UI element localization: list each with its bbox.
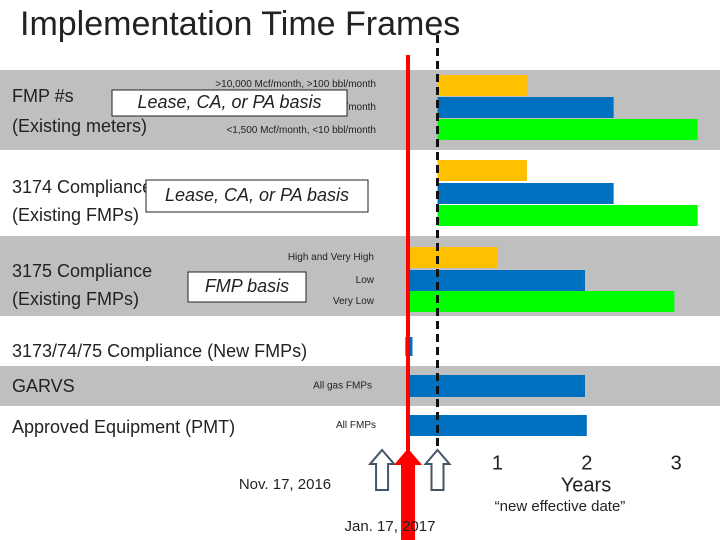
group-label: 3174 Compliance [12, 177, 152, 197]
basis-box [145, 179, 369, 213]
x-tick-label: 2 [581, 452, 592, 474]
bar-label: >10,000 Mcf/month, >100 bbl/month [215, 79, 376, 90]
basis-box [187, 271, 307, 303]
group-label: Approved Equipment (PMT) [12, 417, 235, 437]
marker-label: Nov. 17, 2016 [239, 476, 331, 493]
bar-label: Very Low [333, 296, 375, 307]
slide-title: Implementation Time Frames [20, 5, 460, 43]
marker-arrow [423, 448, 452, 491]
x-tick-label: 1 [492, 452, 503, 474]
bar-label: Low [356, 275, 375, 286]
bar-label: All FMPs [336, 420, 376, 431]
group-label: (Existing FMPs) [12, 205, 139, 225]
bar-label: <1,500 Mcf/month, <10 bbl/month [226, 125, 376, 136]
basis-label: Lease, CA, or PA basis [165, 185, 349, 205]
bar [437, 205, 698, 226]
bar [408, 247, 498, 268]
bar [408, 291, 675, 312]
marker-label: Jan. 17, 2017 [345, 518, 436, 535]
x-tick-label: 3 [671, 452, 682, 474]
x-axis-label: Years [561, 474, 611, 496]
basis-label: Lease, CA, or PA basis [137, 92, 321, 112]
group-label: FMP #s [12, 86, 74, 106]
bar [408, 270, 586, 291]
marker-arrow [393, 448, 423, 540]
bar [437, 183, 614, 204]
row-band [0, 366, 720, 406]
bar [437, 75, 527, 96]
bar-label: All gas FMPs [313, 381, 372, 392]
group-label: GARVS [12, 376, 75, 396]
group-label: (Existing meters) [12, 116, 147, 136]
bar-label: High and Very High [288, 252, 374, 263]
group-label: (Existing FMPs) [12, 289, 139, 309]
bar [437, 119, 698, 140]
basis-label: FMP basis [205, 276, 289, 296]
group-label: 3173/74/75 Compliance (New FMPs) [12, 341, 307, 361]
marker-arrow [367, 448, 397, 491]
bar [408, 415, 587, 436]
basis-box [111, 89, 348, 117]
bar [408, 375, 586, 397]
group-label: 3175 Compliance [12, 261, 152, 281]
bar [437, 160, 527, 181]
marker-label: “new effective date” [495, 498, 626, 515]
bar [437, 97, 614, 118]
